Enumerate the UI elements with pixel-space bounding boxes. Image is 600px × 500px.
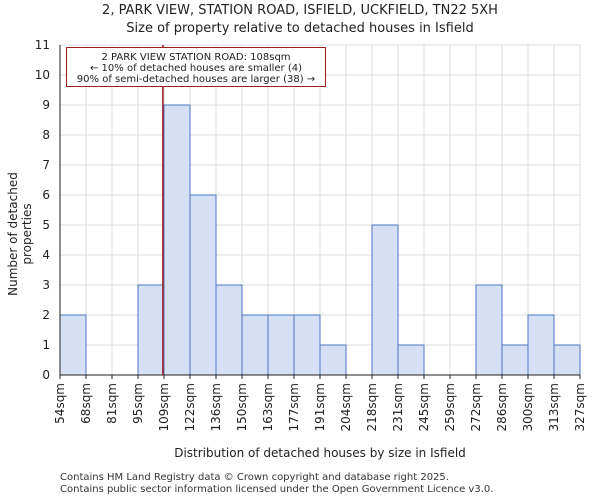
x-tick-label: 231sqm [391, 383, 405, 431]
x-tick-label: 272sqm [469, 383, 483, 431]
annotation-line-3: 90% of semi-detached houses are larger (… [76, 74, 316, 85]
y-tick-label: 5 [42, 218, 50, 232]
x-tick-label: 150sqm [235, 383, 249, 431]
histogram-bar [553, 344, 581, 376]
footer-line-1: Contains HM Land Registry data © Crown c… [60, 472, 449, 483]
y-tick-label: 3 [42, 278, 50, 292]
x-tick-label: 122sqm [183, 383, 197, 431]
annotation-line-2: ← 10% of detached houses are smaller (4) [90, 63, 302, 74]
histogram-bar [475, 284, 503, 376]
x-axis-label: Distribution of detached houses by size … [174, 446, 466, 460]
x-tick-label: 313sqm [547, 383, 561, 431]
bars-layer [59, 104, 581, 376]
x-tick-label: 245sqm [417, 383, 431, 431]
histogram-bar [215, 284, 243, 376]
x-tick-label: 191sqm [313, 383, 327, 431]
y-tick-label: 7 [42, 158, 50, 172]
histogram-bar [397, 344, 425, 376]
marker-annotation: 2 PARK VIEW STATION ROAD: 108sqm ← 10% o… [66, 47, 326, 87]
histogram-bar [137, 284, 165, 376]
y-tick-label: 2 [42, 308, 50, 322]
histogram-bar [241, 314, 269, 376]
x-tick-label: 136sqm [209, 383, 223, 431]
y-axis-label: Number of detached properties [6, 172, 34, 296]
y-tick-label: 0 [42, 368, 50, 382]
histogram-bar [189, 194, 217, 376]
histogram-bar [293, 314, 321, 376]
x-tick-label: 54sqm [53, 383, 67, 424]
histogram-bar [319, 344, 347, 376]
histogram-bar [501, 344, 529, 376]
annotation-line-1: 2 PARK VIEW STATION ROAD: 108sqm [101, 52, 291, 63]
x-tick-label: 109sqm [157, 383, 171, 431]
histogram-bar [371, 224, 399, 376]
y-tick-label: 8 [42, 128, 50, 142]
x-tick-label: 177sqm [287, 383, 301, 431]
histogram-bar [59, 314, 87, 376]
y-tick-label: 10 [35, 68, 50, 82]
y-tick-label: 4 [42, 248, 50, 262]
histogram-bar [527, 314, 555, 376]
x-tick-label: 95sqm [131, 383, 145, 424]
y-tick-label: 1 [42, 338, 50, 352]
histogram-bar [267, 314, 295, 376]
x-tick-label: 286sqm [495, 383, 509, 431]
x-tick-label: 163sqm [261, 383, 275, 431]
y-tick-label: 9 [42, 98, 50, 112]
x-tick-label: 81sqm [105, 383, 119, 424]
y-tick-label: 6 [42, 188, 50, 202]
x-tick-label: 204sqm [339, 383, 353, 431]
histogram-bar [163, 104, 191, 376]
x-tick-label: 259sqm [443, 383, 457, 431]
chart-subtitle: Size of property relative to detached ho… [126, 21, 474, 36]
y-tick-label: 11 [35, 38, 50, 52]
x-tick-label: 300sqm [521, 383, 535, 431]
x-tick-label: 327sqm [573, 383, 587, 431]
axis-layer: 0 1 2 3 4 5 6 7 8 9 10 11 54sqm 68sqm 81sqm 95sqm 109sqm… [35, 38, 587, 431]
x-tick-label: 68sqm [79, 383, 93, 424]
chart-title: 2, PARK VIEW, STATION ROAD, ISFIELD, UCK… [102, 3, 498, 18]
x-tick-label: 218sqm [365, 383, 379, 431]
footer-line-2: Contains public sector information licen… [60, 484, 494, 495]
